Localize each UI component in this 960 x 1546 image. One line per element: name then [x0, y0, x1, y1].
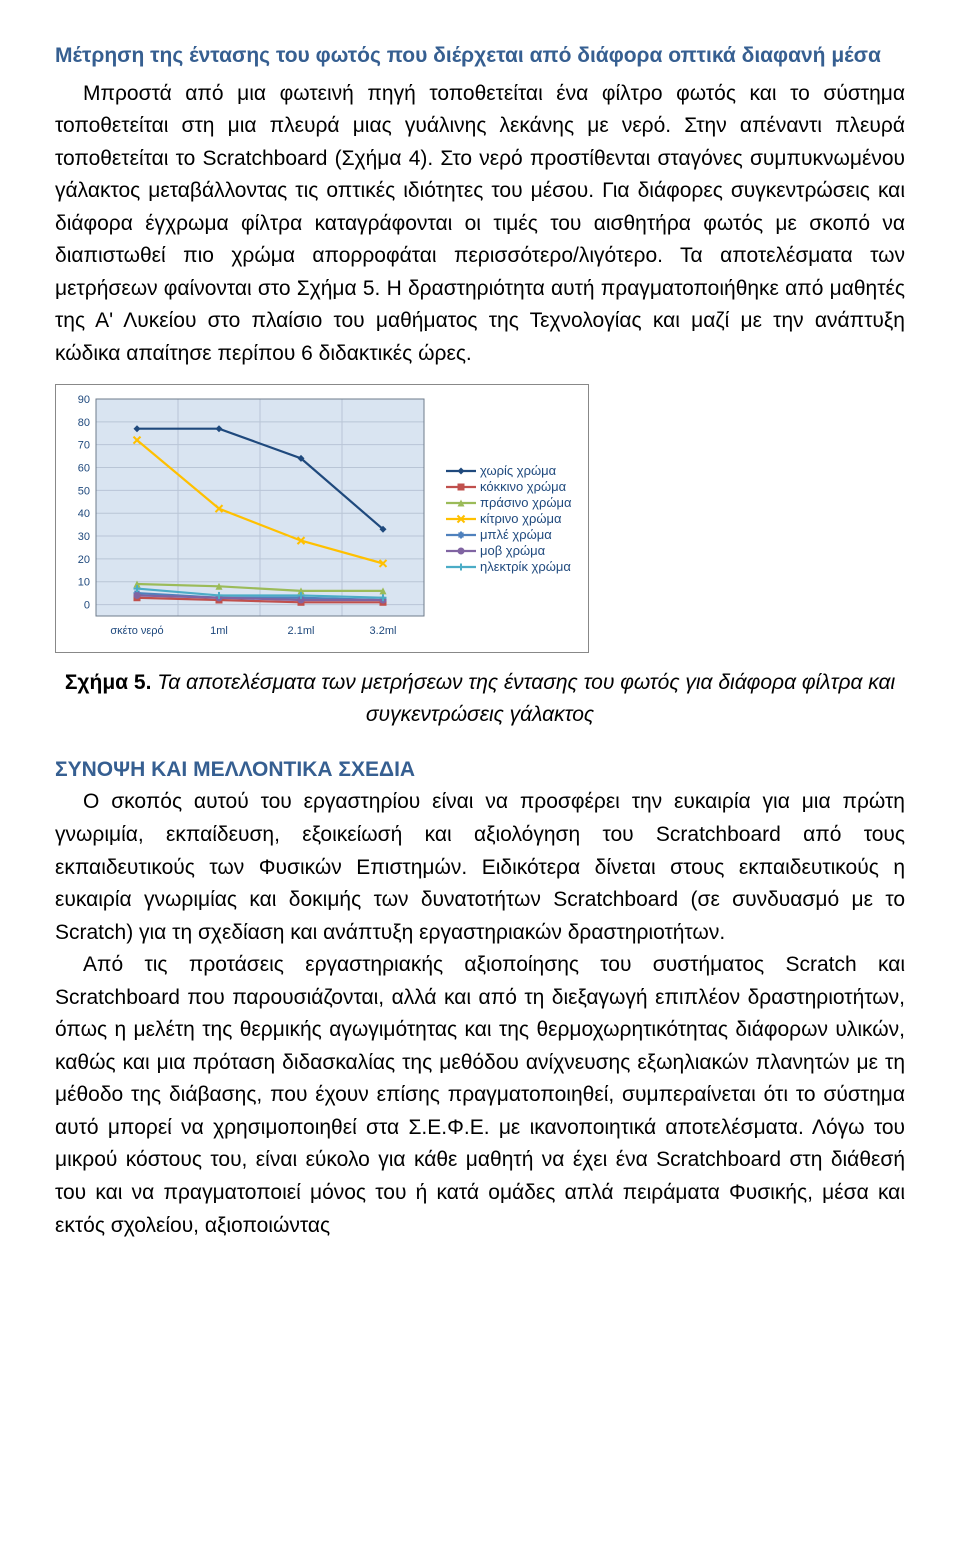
figure-5-caption: Σχήμα 5. Τα αποτελέσματα των μετρήσεων τ…: [55, 667, 905, 730]
paragraph-1: Μπροστά από μια φωτεινή πηγή τοποθετείτα…: [55, 78, 905, 371]
legend-label: μοβ χρώμα: [480, 543, 545, 558]
paragraph-2: Ο σκοπός αυτού του εργαστηρίου είναι να …: [55, 786, 905, 949]
chart-container: 0 10 20 30 40 50 60 70 80 90 σκέτο νερό 1ml 2.1ml 3.2…: [55, 384, 589, 653]
chart-row: 0 10 20 30 40 50 60 70 80 90 σκέτο νερό 1ml 2.1ml 3.2…: [62, 391, 582, 646]
svg-text:30: 30: [78, 531, 90, 543]
svg-text:50: 50: [78, 486, 90, 498]
legend-item: μοβ χρώμα: [446, 543, 572, 558]
legend-item: ηλεκτρίκ χρώμα: [446, 559, 572, 574]
svg-text:90: 90: [78, 394, 90, 406]
chart-legend: χωρίς χρώμακόκκινο χρώμαπράσινο χρώμακίτ…: [432, 458, 582, 579]
legend-label: κίτρινο χρώμα: [480, 511, 562, 526]
svg-text:0: 0: [84, 600, 90, 612]
legend-item: μπλέ χρώμα: [446, 527, 572, 542]
svg-text:20: 20: [78, 554, 90, 566]
figure-5-caption-label: Σχήμα 5.: [65, 671, 152, 694]
legend-item: χωρίς χρώμα: [446, 463, 572, 478]
svg-text:3.2ml: 3.2ml: [370, 625, 397, 637]
svg-text:10: 10: [78, 577, 90, 589]
legend-label: χωρίς χρώμα: [480, 463, 556, 478]
line-chart: 0 10 20 30 40 50 60 70 80 90 σκέτο νερό 1ml 2.1ml 3.2…: [62, 391, 432, 646]
figure-5: 0 10 20 30 40 50 60 70 80 90 σκέτο νερό 1ml 2.1ml 3.2…: [55, 384, 905, 653]
legend-label: κόκκινο χρώμα: [480, 479, 566, 494]
svg-text:1ml: 1ml: [210, 625, 228, 637]
legend-item: κίτρινο χρώμα: [446, 511, 572, 526]
svg-text:70: 70: [78, 440, 90, 452]
svg-text:60: 60: [78, 463, 90, 475]
paragraph-3: Από τις προτάσεις εργαστηριακής αξιοποίη…: [55, 949, 905, 1242]
section-heading-synopsis: ΣΥΝΟΨΗ ΚΑΙ ΜΕΛΛΟΝΤΙΚΑ ΣΧΕΔΙΑ: [55, 758, 905, 782]
legend-label: πράσινο χρώμα: [480, 495, 572, 510]
svg-text:σκέτο νερό: σκέτο νερό: [110, 625, 163, 637]
legend-item: πράσινο χρώμα: [446, 495, 572, 510]
svg-text:2.1ml: 2.1ml: [288, 625, 315, 637]
svg-text:40: 40: [78, 509, 90, 521]
svg-text:80: 80: [78, 417, 90, 429]
page: Μέτρηση της έντασης του φωτός που διέρχε…: [0, 0, 960, 1546]
legend-label: μπλέ χρώμα: [480, 527, 552, 542]
legend-item: κόκκινο χρώμα: [446, 479, 572, 494]
legend-label: ηλεκτρίκ χρώμα: [480, 559, 571, 574]
section-title: Μέτρηση της έντασης του φωτός που διέρχε…: [55, 40, 905, 72]
figure-5-caption-text: Τα αποτελέσματα των μετρήσεων της ένταση…: [151, 671, 895, 726]
